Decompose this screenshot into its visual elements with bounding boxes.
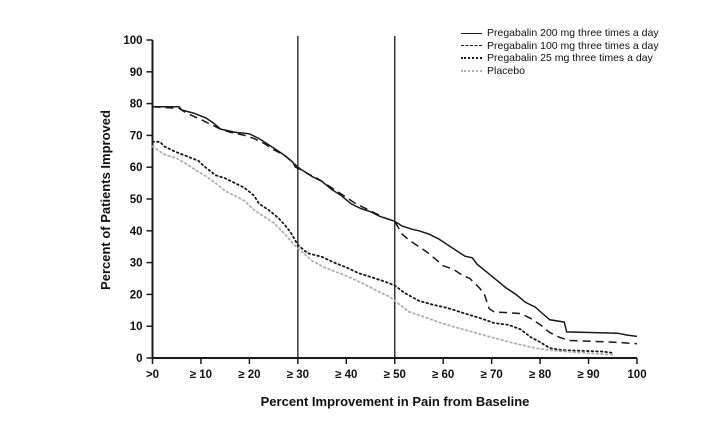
dotted-line-sample-icon bbox=[461, 57, 482, 60]
y-tick-label: 90 bbox=[130, 67, 143, 79]
solid-line-sample-icon bbox=[461, 32, 482, 34]
x-tick-label: ≥ 60 bbox=[432, 369, 454, 381]
x-tick-label: ≥ 90 bbox=[577, 369, 599, 381]
legend-label: Pregabalin 100 mg three times a day bbox=[487, 39, 659, 52]
legend-label: Placebo bbox=[487, 64, 525, 77]
legend-item-pregabalin-200: Pregabalin 200 mg three times a day bbox=[461, 27, 659, 40]
x-tick-label: ≥ 40 bbox=[335, 369, 357, 381]
y-tick-label: 100 bbox=[123, 35, 142, 47]
legend-item-placebo: Placebo bbox=[461, 65, 659, 78]
series-line-0 bbox=[152, 106, 638, 338]
x-tick-label: ≥ 30 bbox=[287, 369, 309, 381]
x-tick-label: 100 bbox=[627, 369, 646, 381]
x-axis-title: Percent Improvement in Pain from Baselin… bbox=[260, 394, 530, 409]
series-line-3 bbox=[151, 145, 614, 356]
series-line-1 bbox=[152, 106, 638, 345]
y-tick-label: 80 bbox=[130, 99, 143, 111]
x-tick-label: ≥ 20 bbox=[238, 369, 260, 381]
y-tick-label: 40 bbox=[130, 226, 143, 238]
chart-legend: Pregabalin 200 mg three times a day Preg… bbox=[461, 27, 659, 77]
y-tick-label: 60 bbox=[130, 162, 143, 174]
y-tick-label: 30 bbox=[130, 258, 143, 270]
y-tick-label: 20 bbox=[130, 289, 143, 301]
x-tick-label: ≥ 10 bbox=[190, 369, 212, 381]
x-tick-label: ≥ 50 bbox=[384, 369, 406, 381]
x-tick-label: >0 bbox=[146, 369, 159, 381]
y-tick-label: 0 bbox=[136, 353, 142, 365]
y-tick-label: 50 bbox=[130, 194, 143, 206]
x-tick-label: ≥ 80 bbox=[529, 369, 551, 381]
y-tick-label: 70 bbox=[130, 130, 143, 142]
dashed-line-sample-icon bbox=[461, 45, 482, 47]
legend-label: Pregabalin 25 mg three times a day bbox=[487, 52, 653, 65]
gray-dotted-line-sample-icon bbox=[461, 69, 482, 72]
legend-item-pregabalin-100: Pregabalin 100 mg three times a day bbox=[461, 40, 659, 53]
series-line-2 bbox=[151, 140, 614, 354]
x-tick-label: ≥ 70 bbox=[480, 369, 502, 381]
legend-label: Pregabalin 200 mg three times a day bbox=[487, 27, 659, 40]
legend-item-pregabalin-25: Pregabalin 25 mg three times a day bbox=[461, 52, 659, 65]
y-tick-label: 10 bbox=[130, 321, 143, 333]
